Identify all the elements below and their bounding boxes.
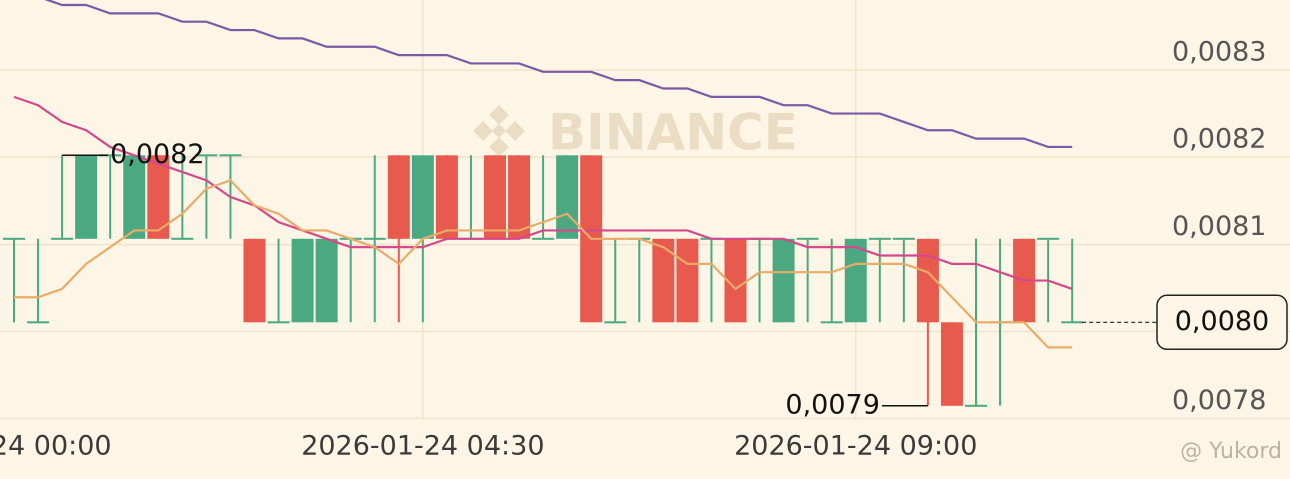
y-tick-label: 0,0081 <box>1172 211 1266 242</box>
candle-body <box>315 238 338 323</box>
y-tick-label: 0,0082 <box>1172 123 1266 154</box>
candle-body <box>1061 321 1084 324</box>
candle-body <box>267 321 290 324</box>
candle-body <box>1037 237 1060 240</box>
candle-body <box>147 155 170 239</box>
x-tick-label: 2026-01-24 04:30 <box>301 431 544 462</box>
candle-body <box>484 155 506 239</box>
candle-body <box>195 154 218 157</box>
ma-line <box>44 0 1073 149</box>
watermark: BINANCE <box>473 104 798 162</box>
candle-body <box>219 154 242 157</box>
candle-body <box>532 237 555 240</box>
ma-line <box>13 95 1073 290</box>
credit: @ Yukord <box>1180 439 1282 464</box>
candle-body <box>965 404 987 407</box>
candle-body <box>99 154 122 157</box>
ma-line <box>14 179 1073 349</box>
candle-body <box>796 237 819 240</box>
candle-body <box>123 155 146 239</box>
last-price-label: 0,0080 <box>1175 306 1269 337</box>
last-price-box <box>1156 294 1288 351</box>
watermark-logo <box>473 105 525 157</box>
candle-body <box>411 155 434 239</box>
candle-body <box>940 322 963 406</box>
candle-body <box>772 238 795 323</box>
max-label: 0,0082 <box>110 139 204 170</box>
candle-body <box>27 321 50 324</box>
watermark-text: BINANCE <box>548 104 798 162</box>
y-tick-label: 0,0083 <box>1172 37 1266 68</box>
candle-body <box>556 155 579 239</box>
candle-body <box>652 238 675 323</box>
candle-body <box>363 237 386 240</box>
candle-body <box>676 238 699 323</box>
candle-body <box>75 155 98 239</box>
candle-body <box>916 238 939 323</box>
x-tick-label: 2026-01-24 09:00 <box>734 431 977 462</box>
candle-body <box>243 238 266 323</box>
candle-body <box>435 155 458 239</box>
candle-body <box>387 155 410 239</box>
x-tick-label: 2026-01-24 00:00 <box>0 431 112 462</box>
candle-body <box>604 321 627 324</box>
candle-body <box>820 321 843 324</box>
candle-body <box>724 238 747 323</box>
min-label: 0,0079 <box>785 389 879 420</box>
candle-body <box>508 155 531 239</box>
candle-body <box>892 237 915 240</box>
overlay: 0,0083 0,0082 0,0081 0,0080 0,0078 2026-01-24… <box>0 37 1288 462</box>
candle-body <box>844 238 867 323</box>
candle-body <box>291 238 314 323</box>
plot-area <box>3 0 1084 407</box>
candle-body <box>51 237 74 240</box>
candle-body <box>3 237 25 240</box>
candle-body <box>868 237 891 240</box>
candle-body <box>171 237 194 240</box>
y-tick-label: 0,0078 <box>1172 385 1266 416</box>
grid <box>0 0 1290 420</box>
